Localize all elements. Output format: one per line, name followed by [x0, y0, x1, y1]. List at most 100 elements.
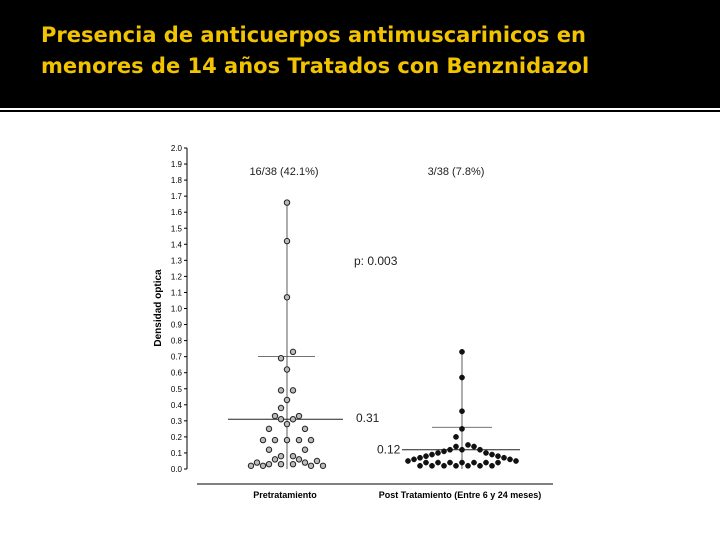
data-point: [277, 460, 285, 468]
group-count-label: 3/38 (7.8%): [428, 166, 485, 178]
data-point: [277, 404, 285, 412]
y-tick-label: 0.9: [171, 321, 183, 330]
data-point: [477, 446, 483, 453]
data-point: [277, 355, 285, 362]
axes: [186, 148, 553, 485]
data-point: [313, 457, 321, 465]
data-point: [459, 459, 465, 466]
data-point: [495, 453, 501, 460]
data-point: [483, 450, 489, 456]
data-point: [295, 412, 303, 420]
content-area: 0.0 0.1 0.2 0.3 0.4 0.5 0.6 0.7 0.8 0.9 1.0 1.1 1.2 1…: [0, 112, 720, 540]
data-point: [289, 416, 297, 423]
data-point: [295, 436, 303, 444]
group-count-label: 16/38 (42.1%): [249, 166, 318, 178]
y-tick-label: 1.5: [171, 224, 183, 233]
y-ticks: 0.0 0.1 0.2 0.3 0.4 0.5 0.6 0.7 0.8 0.9 1.0 1.1 1.2 1…: [171, 144, 187, 474]
y-tick-label: 0.5: [171, 385, 183, 394]
data-point: [295, 456, 303, 463]
y-tick-label: 1.3: [171, 256, 183, 265]
dot-plot-chart: 0.0 0.1 0.2 0.3 0.4 0.5 0.6 0.7 0.8 0.9 1.0 1.1 1.2 1…: [153, 144, 553, 500]
y-axis-label: Densidad optica: [153, 269, 164, 347]
data-point: [247, 462, 255, 469]
y-tick-label: 0.3: [171, 417, 183, 426]
y-tick-label: 1.7: [171, 192, 183, 201]
data-point: [459, 374, 465, 381]
y-tick-label: 2.0: [171, 144, 183, 153]
data-point: [465, 442, 471, 448]
data-point: [471, 443, 477, 450]
data-point: [453, 434, 459, 440]
slide-title-line-2: menores de 14 años Tratados con Benznida…: [41, 54, 590, 78]
data-point: [265, 446, 273, 453]
data-point: [289, 387, 297, 394]
y-tick-label: 1.1: [171, 288, 183, 297]
data-point: [423, 459, 429, 466]
data-point: [447, 459, 453, 466]
data-point: [423, 453, 429, 460]
data-point: [253, 459, 261, 466]
data-point: [495, 459, 501, 466]
y-tick-label: 0.4: [171, 401, 183, 410]
y-tick-label: 1.9: [171, 160, 183, 169]
slide-title: Presencia de anticuerpos antimuscarinico…: [41, 20, 701, 82]
data-point: [453, 462, 459, 469]
y-tick-label: 1.6: [171, 208, 183, 217]
data-point: [307, 462, 315, 469]
data-point: [435, 450, 441, 456]
y-tick-label: 0.1: [171, 449, 183, 458]
title-divider: [0, 108, 720, 110]
y-tick-label: 0.6: [171, 369, 183, 378]
data-point: [283, 366, 291, 373]
data-point: [471, 459, 477, 466]
y-tick-label: 1.4: [171, 240, 183, 249]
data-point: [411, 456, 417, 463]
data-point: [441, 462, 447, 469]
data-point: [435, 459, 441, 466]
data-point: [301, 446, 309, 453]
data-point: [417, 462, 423, 469]
data-point: [301, 425, 309, 433]
data-point: [283, 237, 291, 245]
data-point: [265, 425, 273, 433]
data-group: 3/38 (7.8%) 0.12 Post Tratamiento (Entre 6…: [377, 166, 541, 500]
data-point: [417, 454, 423, 461]
data-point: [441, 448, 447, 455]
data-point: [477, 462, 483, 469]
data-point: [283, 396, 291, 404]
data-point: [429, 462, 435, 469]
data-point: [405, 458, 411, 464]
data-point: [459, 348, 465, 355]
p-value-annotation: p: 0.003: [354, 254, 398, 268]
data-point: [501, 454, 507, 461]
data-point: [489, 451, 495, 458]
y-tick-label: 1.0: [171, 305, 183, 314]
median-label: 0.12: [377, 443, 401, 457]
data-point: [277, 416, 285, 423]
data-group: 16/38 (42.1%) 0.31 Pretratamiento: [228, 166, 380, 500]
data-point: [265, 460, 273, 468]
y-tick-label: 0.0: [171, 465, 183, 474]
y-tick-label: 0.2: [171, 433, 183, 442]
data-point: [283, 436, 291, 444]
median-label: 0.31: [356, 411, 380, 425]
data-point: [283, 199, 291, 206]
y-tick-label: 0.7: [171, 353, 183, 362]
data-point: [465, 462, 471, 469]
data-point: [453, 443, 459, 450]
data-point: [483, 459, 489, 466]
data-point: [283, 294, 291, 301]
slide-title-line-1: Presencia de anticuerpos antimuscarinico…: [41, 23, 586, 47]
data-point: [307, 436, 315, 444]
data-point: [459, 408, 465, 415]
y-tick-label: 0.8: [171, 337, 183, 346]
data-point: [489, 462, 495, 469]
x-category-label: Post Tratamiento (Entre 6 y 24 meses): [379, 490, 542, 500]
data-point: [507, 456, 513, 463]
data-point: [513, 458, 519, 464]
data-point: [459, 426, 465, 432]
data-point: [289, 460, 297, 468]
y-tick-label: 1.2: [171, 272, 183, 281]
data-point: [459, 446, 465, 453]
data-point: [271, 456, 279, 463]
